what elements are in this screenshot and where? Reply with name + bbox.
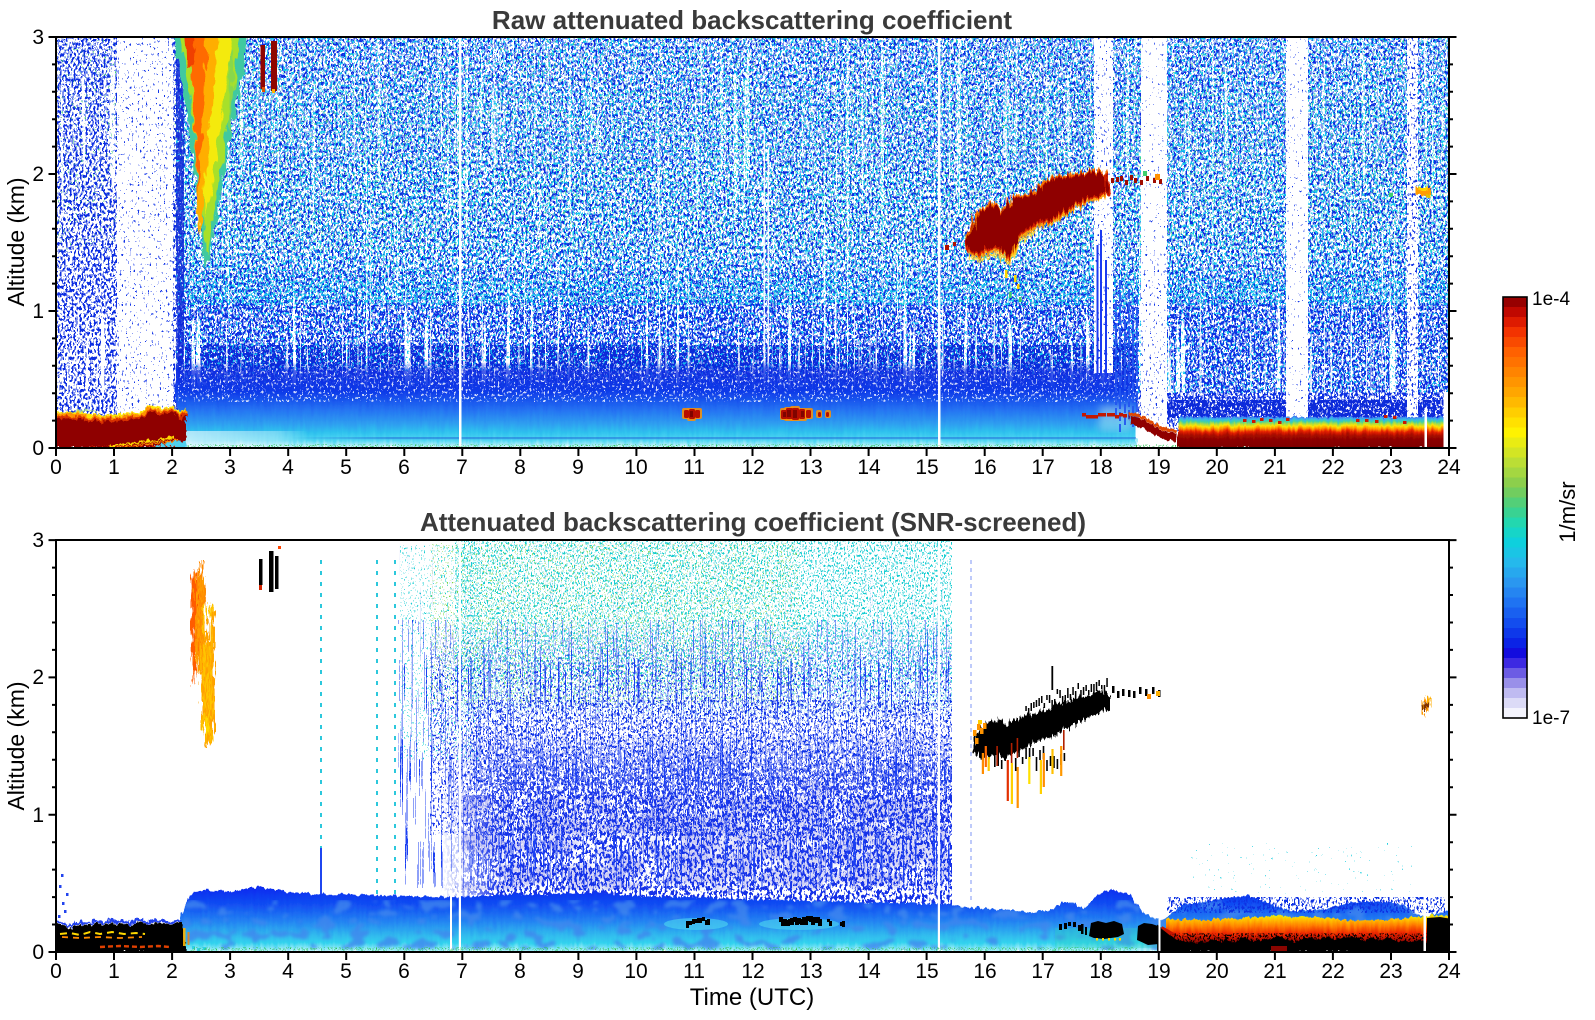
svg-text:19: 19 — [1147, 960, 1170, 983]
svg-text:2: 2 — [166, 960, 178, 983]
svg-text:3: 3 — [32, 26, 44, 49]
svg-text:21: 21 — [1263, 456, 1286, 479]
svg-text:23: 23 — [1379, 456, 1402, 479]
svg-text:14: 14 — [857, 456, 881, 479]
svg-text:22: 22 — [1321, 960, 1344, 983]
svg-text:1e-7: 1e-7 — [1532, 708, 1570, 729]
svg-text:18: 18 — [1089, 960, 1112, 983]
svg-text:1: 1 — [108, 960, 120, 983]
svg-text:2: 2 — [32, 163, 44, 186]
svg-text:0: 0 — [50, 960, 62, 983]
svg-text:Time (UTC): Time (UTC) — [690, 984, 814, 1011]
svg-text:1: 1 — [32, 300, 44, 323]
svg-text:7: 7 — [456, 960, 468, 983]
svg-text:4: 4 — [282, 960, 294, 983]
svg-text:17: 17 — [1031, 456, 1054, 479]
svg-text:14: 14 — [857, 960, 881, 983]
svg-text:9: 9 — [572, 960, 584, 983]
svg-text:10: 10 — [624, 960, 647, 983]
svg-text:5: 5 — [340, 456, 352, 479]
svg-text:15: 15 — [915, 456, 938, 479]
svg-text:15: 15 — [915, 960, 938, 983]
svg-text:6: 6 — [398, 960, 410, 983]
svg-text:20: 20 — [1205, 960, 1228, 983]
svg-text:10: 10 — [624, 456, 647, 479]
svg-text:22: 22 — [1321, 456, 1344, 479]
svg-text:8: 8 — [514, 456, 526, 479]
svg-text:13: 13 — [799, 456, 822, 479]
svg-text:3: 3 — [224, 960, 236, 983]
svg-text:3: 3 — [32, 529, 44, 552]
svg-text:1e-4: 1e-4 — [1532, 289, 1570, 310]
svg-text:24: 24 — [1437, 960, 1461, 983]
svg-text:Altitude (km): Altitude (km) — [3, 177, 29, 306]
svg-text:0: 0 — [50, 456, 62, 479]
svg-text:18: 18 — [1089, 456, 1112, 479]
svg-text:11: 11 — [683, 960, 705, 983]
svg-text:Altitude (km): Altitude (km) — [3, 681, 29, 810]
svg-text:3: 3 — [224, 456, 236, 479]
svg-text:7: 7 — [456, 456, 468, 479]
svg-text:8: 8 — [514, 960, 526, 983]
svg-text:16: 16 — [973, 960, 996, 983]
svg-text:16: 16 — [973, 456, 996, 479]
svg-text:0: 0 — [32, 941, 44, 964]
svg-text:19: 19 — [1147, 456, 1170, 479]
svg-text:24: 24 — [1437, 456, 1461, 479]
svg-text:21: 21 — [1263, 960, 1286, 983]
svg-text:23: 23 — [1379, 960, 1402, 983]
svg-text:Raw attenuated backscattering: Raw attenuated backscattering coefficien… — [492, 5, 1012, 35]
svg-text:1: 1 — [32, 804, 44, 827]
svg-text:9: 9 — [572, 456, 584, 479]
svg-text:5: 5 — [340, 960, 352, 983]
svg-text:0: 0 — [32, 437, 44, 460]
svg-text:11: 11 — [683, 456, 705, 479]
svg-text:2: 2 — [32, 666, 44, 689]
svg-text:12: 12 — [741, 456, 764, 479]
svg-text:1: 1 — [108, 456, 120, 479]
svg-text:Attenuated backscattering coef: Attenuated backscattering coefficient (S… — [420, 507, 1086, 537]
svg-text:20: 20 — [1205, 456, 1228, 479]
svg-text:4: 4 — [282, 456, 294, 479]
svg-text:12: 12 — [741, 960, 764, 983]
svg-text:6: 6 — [398, 456, 410, 479]
svg-text:13: 13 — [799, 960, 822, 983]
svg-text:2: 2 — [166, 456, 178, 479]
svg-text:17: 17 — [1031, 960, 1054, 983]
svg-text:1/m/sr: 1/m/sr — [1555, 481, 1580, 542]
